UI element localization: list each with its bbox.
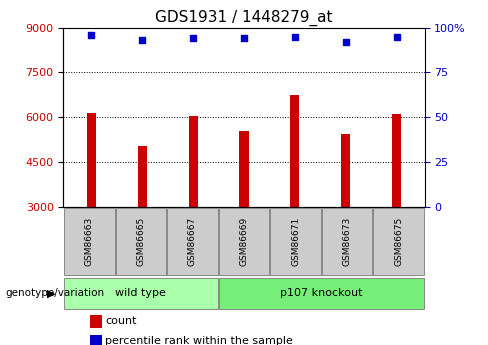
- Title: GDS1931 / 1448279_at: GDS1931 / 1448279_at: [155, 10, 333, 26]
- Bar: [90, 335, 102, 345]
- Text: ▶: ▶: [47, 288, 56, 298]
- Text: GSM86673: GSM86673: [343, 217, 352, 266]
- Text: GSM86675: GSM86675: [394, 217, 403, 266]
- Bar: [240, 131, 248, 207]
- Bar: [64, 278, 218, 309]
- Bar: [290, 95, 300, 207]
- Text: GSM86663: GSM86663: [85, 217, 94, 266]
- Text: count: count: [105, 316, 137, 326]
- Bar: [64, 208, 115, 275]
- Text: wild type: wild type: [115, 288, 166, 298]
- Point: [393, 34, 401, 39]
- Point: [139, 37, 146, 43]
- Bar: [373, 208, 424, 275]
- Text: GSM86669: GSM86669: [240, 217, 248, 266]
- Bar: [322, 208, 372, 275]
- Point: [240, 36, 248, 41]
- Bar: [116, 208, 166, 275]
- Bar: [90, 315, 102, 328]
- Point: [342, 39, 349, 45]
- Bar: [138, 146, 147, 207]
- Bar: [87, 113, 96, 207]
- Text: p107 knockout: p107 knockout: [280, 288, 363, 298]
- Text: percentile rank within the sample: percentile rank within the sample: [105, 336, 293, 345]
- Text: GSM86671: GSM86671: [291, 217, 300, 266]
- Bar: [167, 208, 218, 275]
- Text: GSM86667: GSM86667: [188, 217, 197, 266]
- Text: GSM86665: GSM86665: [136, 217, 145, 266]
- Bar: [188, 116, 198, 207]
- Bar: [219, 208, 269, 275]
- Bar: [392, 114, 401, 207]
- Bar: [341, 134, 350, 207]
- Point: [189, 36, 197, 41]
- Text: genotype/variation: genotype/variation: [5, 288, 104, 298]
- Bar: [219, 278, 424, 309]
- Point: [87, 32, 95, 38]
- Bar: [270, 208, 321, 275]
- Point: [291, 34, 299, 39]
